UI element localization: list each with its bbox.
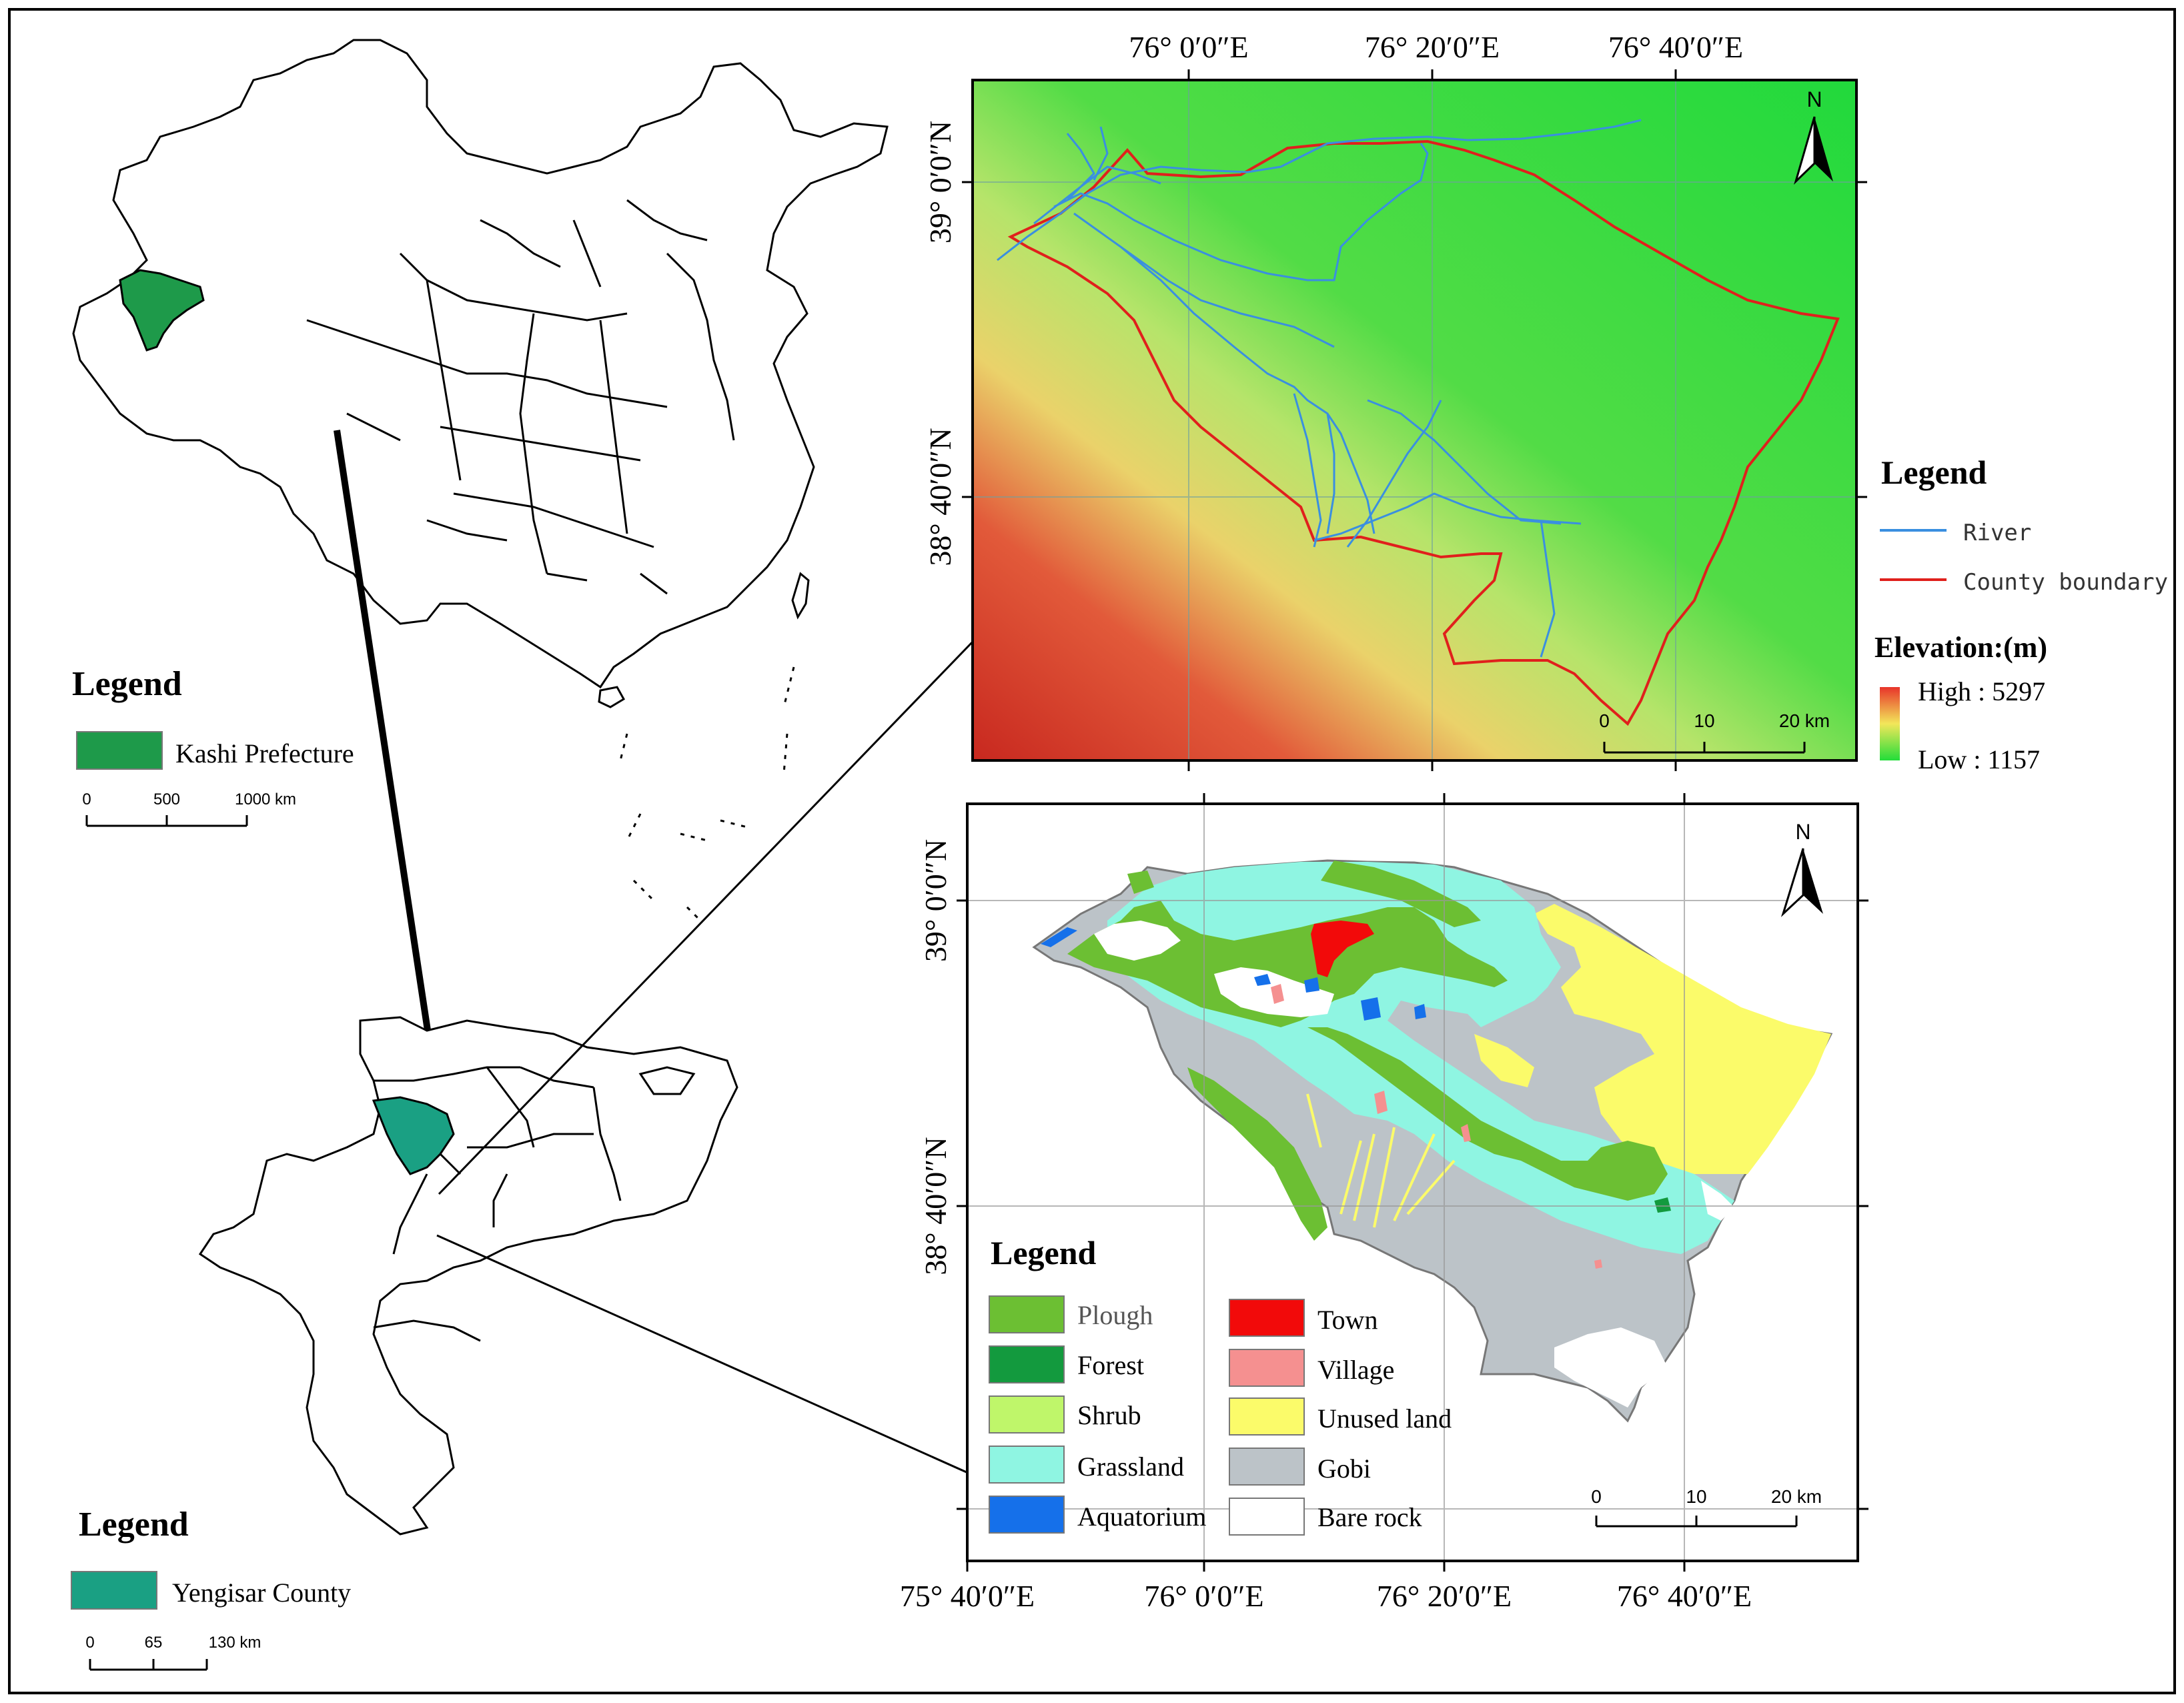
china-province-lines [306, 199, 735, 595]
grassland-swatch [989, 1446, 1065, 1484]
landuse-bare-rock-south [1554, 1181, 1734, 1407]
gobi-label: Gobi [1317, 1454, 1371, 1484]
yengisar-swatch [71, 1571, 157, 1610]
landuse-map [966, 802, 1859, 1562]
landuse-bottom-tick-76-40: 76° 40′0″E [1617, 1579, 1752, 1613]
town-swatch [1229, 1299, 1305, 1337]
leader-line-dem [438, 599, 1014, 1195]
boundary-legend-label: County boundary [1963, 569, 2168, 596]
china-outline [72, 39, 889, 689]
forest-label: Forest [1077, 1350, 1144, 1380]
yengisar-legend-label: Yengisar County [172, 1578, 351, 1608]
kashi-outline [198, 1016, 738, 1536]
kashi-scale-65: 65 [145, 1634, 163, 1652]
hainan-island [598, 686, 626, 708]
china-scale-1000: 1000 km [235, 790, 296, 808]
landuse-town [1311, 921, 1374, 977]
china-legend-title: Legend [72, 665, 182, 703]
landuse-graticule [967, 804, 1858, 1561]
kashi-scale-130: 130 km [209, 1634, 261, 1652]
landuse-scale-bar [1595, 1516, 1798, 1528]
unused-land-label: Unused land [1317, 1403, 1452, 1434]
landuse-yellow-streaks [1306, 1093, 1456, 1228]
dem-scale-bar [1603, 742, 1806, 754]
kashi-map [198, 1016, 738, 1536]
landuse-bottom-tick-76-0: 76° 0′0″E [1144, 1579, 1263, 1613]
dem-legend-title: Legend [1881, 454, 1987, 491]
aquatorium-label: Aquatorium [1077, 1502, 1206, 1532]
bare-rock-label: Bare rock [1317, 1502, 1422, 1532]
kashi-scale-bar [89, 1659, 208, 1671]
forest-swatch [989, 1345, 1065, 1383]
kashi-scale-0: 0 [85, 1634, 94, 1652]
dem-raster [973, 80, 1856, 760]
dem-left-tick-38-40: 38° 40′0″N [923, 428, 957, 566]
landuse-plough [1067, 861, 1668, 1241]
landuse-bottom-tick-75-40: 75° 40′0″E [900, 1579, 1035, 1613]
elevation-colorbar [1880, 687, 1900, 760]
china-map [72, 39, 889, 922]
china-scale-0: 0 [82, 790, 91, 808]
bare-rock-swatch [1229, 1498, 1305, 1536]
dem-top-tick-76-40: 76° 40′0″E [1608, 30, 1743, 64]
dem-map [971, 79, 1858, 762]
town-label: Town [1317, 1305, 1378, 1335]
landuse-north-arrow: N [1780, 820, 1823, 917]
dem-top-tick-76-20: 76° 20′0″E [1365, 30, 1500, 64]
landuse-unused-land [1474, 904, 1831, 1174]
kashi-swatch [76, 731, 163, 770]
landuse-forest-patch [1654, 1197, 1671, 1213]
unused-land-swatch [1229, 1397, 1305, 1436]
kashi-region [119, 269, 205, 352]
river-legend-label: River [1963, 520, 2031, 546]
landuse-ticks [957, 793, 1868, 1572]
yengisar-region [372, 1096, 455, 1175]
kashi-legend-label: Kashi Prefecture [175, 738, 354, 768]
leader-line-landuse [436, 1234, 1031, 1502]
village-swatch [1229, 1349, 1305, 1387]
landuse-frame [966, 802, 1859, 1562]
dem-frame [971, 79, 1858, 762]
dem-top-tick-76-0: 76° 0′0″E [1129, 30, 1248, 64]
aquatorium-swatch [989, 1496, 1065, 1534]
shrub-swatch [989, 1395, 1065, 1434]
landuse-legend-title: Legend [991, 1234, 1097, 1271]
landuse-scale-20: 20 km [1771, 1486, 1822, 1507]
dem-graticule [973, 80, 1856, 760]
china-scale-500: 500 [153, 790, 180, 808]
dem-scale-0: 0 [1599, 710, 1610, 731]
landuse-bottom-tick-76-20: 76° 20′0″E [1377, 1579, 1512, 1613]
elevation-low-label: Low : 1157 [1918, 744, 2040, 774]
china-scale-bar [85, 815, 248, 827]
landuse-left-tick-39-0: 39° 0′0″N [919, 839, 953, 962]
landuse-north-label: N [1795, 820, 1810, 844]
county-boundary-line [1007, 139, 1840, 726]
south-sea-islands [619, 666, 795, 922]
shrub-label: Shrub [1077, 1400, 1141, 1430]
taiwan-island [791, 572, 810, 620]
dem-left-tick-39-0: 39° 0′0″N [923, 121, 957, 243]
grassland-label: Grassland [1077, 1452, 1184, 1482]
dem-scale-20: 20 km [1779, 710, 1830, 731]
plough-swatch [989, 1295, 1065, 1333]
kashi-legend-title: Legend [79, 1506, 189, 1544]
landuse-left-tick-38-40: 38° 40′0″N [919, 1137, 953, 1275]
zoom-arrow [334, 430, 446, 1128]
outer-frame [8, 8, 2176, 1694]
village-label: Village [1317, 1355, 1394, 1385]
landuse-scale-10: 10 [1686, 1486, 1706, 1507]
landuse-scale-0: 0 [1591, 1486, 1602, 1507]
dem-north-arrow: N [1794, 87, 1833, 185]
dem-ticks [962, 69, 1867, 771]
dem-north-label: N [1806, 87, 1822, 111]
river-lines [997, 119, 1642, 658]
dem-scale-10: 10 [1694, 710, 1714, 731]
plough-label: Plough [1077, 1300, 1153, 1330]
elevation-high-label: High : 5297 [1918, 676, 2045, 706]
elevation-title: Elevation:(m) [1874, 631, 2047, 664]
gobi-swatch [1229, 1448, 1305, 1486]
